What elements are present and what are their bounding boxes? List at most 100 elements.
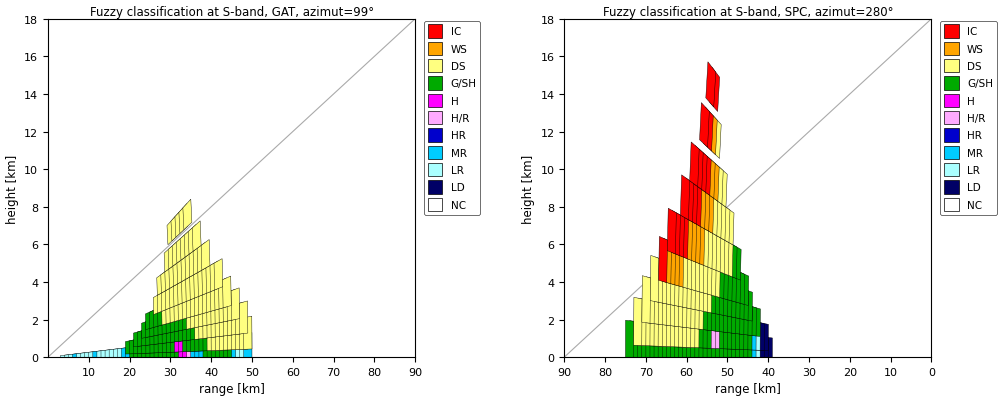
Polygon shape <box>165 266 173 291</box>
Polygon shape <box>154 325 162 344</box>
Polygon shape <box>687 249 696 291</box>
Polygon shape <box>218 292 227 323</box>
Polygon shape <box>186 316 194 340</box>
Polygon shape <box>642 276 650 323</box>
Polygon shape <box>701 153 711 196</box>
Polygon shape <box>686 289 695 329</box>
Polygon shape <box>690 328 699 367</box>
Polygon shape <box>735 334 743 365</box>
Polygon shape <box>190 303 198 329</box>
Polygon shape <box>707 312 715 348</box>
Polygon shape <box>175 209 184 238</box>
Polygon shape <box>223 320 231 350</box>
Polygon shape <box>703 312 711 348</box>
Polygon shape <box>210 282 219 312</box>
Polygon shape <box>203 338 211 364</box>
Polygon shape <box>658 237 667 283</box>
Polygon shape <box>160 269 169 293</box>
Polygon shape <box>715 297 723 332</box>
Polygon shape <box>186 293 194 318</box>
Polygon shape <box>650 256 659 302</box>
Polygon shape <box>662 260 671 305</box>
Polygon shape <box>194 302 202 328</box>
Polygon shape <box>716 236 724 274</box>
Polygon shape <box>198 325 207 351</box>
Polygon shape <box>214 294 223 324</box>
Polygon shape <box>674 326 682 368</box>
Polygon shape <box>206 284 215 313</box>
Polygon shape <box>194 289 202 316</box>
Polygon shape <box>202 312 211 338</box>
Polygon shape <box>684 178 693 223</box>
Polygon shape <box>210 309 219 338</box>
Polygon shape <box>153 307 162 328</box>
Polygon shape <box>699 273 707 312</box>
Polygon shape <box>666 241 675 285</box>
Polygon shape <box>181 255 189 282</box>
Polygon shape <box>658 281 666 325</box>
Polygon shape <box>171 213 180 241</box>
Polygon shape <box>694 310 703 348</box>
Polygon shape <box>699 227 708 267</box>
Polygon shape <box>699 311 707 348</box>
Polygon shape <box>178 296 186 321</box>
Polygon shape <box>667 209 676 254</box>
Polygon shape <box>662 282 670 326</box>
Polygon shape <box>227 305 235 336</box>
Polygon shape <box>153 316 162 336</box>
Polygon shape <box>707 258 716 297</box>
Polygon shape <box>165 302 174 324</box>
Polygon shape <box>182 340 190 363</box>
Polygon shape <box>723 265 732 301</box>
Polygon shape <box>707 330 715 366</box>
Polygon shape <box>239 317 247 350</box>
Polygon shape <box>170 321 178 342</box>
Polygon shape <box>235 318 243 350</box>
Polygon shape <box>178 330 186 352</box>
Polygon shape <box>723 282 732 317</box>
Polygon shape <box>731 285 740 319</box>
Polygon shape <box>174 320 182 342</box>
Polygon shape <box>752 321 761 350</box>
Polygon shape <box>697 150 707 193</box>
Polygon shape <box>167 217 176 245</box>
Polygon shape <box>89 351 97 359</box>
Polygon shape <box>150 344 158 362</box>
Polygon shape <box>687 220 696 263</box>
Polygon shape <box>174 309 182 332</box>
Polygon shape <box>243 316 252 349</box>
Polygon shape <box>709 68 719 112</box>
Polygon shape <box>182 294 190 320</box>
Polygon shape <box>715 262 724 299</box>
Polygon shape <box>715 314 723 349</box>
Polygon shape <box>231 319 239 350</box>
Polygon shape <box>215 336 223 365</box>
Polygon shape <box>80 352 89 359</box>
Polygon shape <box>708 231 716 271</box>
Polygon shape <box>671 211 680 256</box>
Polygon shape <box>189 273 198 300</box>
Polygon shape <box>170 331 178 352</box>
Polygon shape <box>711 116 721 159</box>
Polygon shape <box>153 293 161 315</box>
Polygon shape <box>641 322 650 369</box>
Polygon shape <box>711 278 720 315</box>
Polygon shape <box>757 336 765 365</box>
Title: Fuzzy classification at S-band, GAT, azimut=99°: Fuzzy classification at S-band, GAT, azi… <box>89 6 374 18</box>
Polygon shape <box>194 338 203 363</box>
Polygon shape <box>207 337 215 364</box>
Polygon shape <box>197 243 206 273</box>
Polygon shape <box>761 337 769 364</box>
Polygon shape <box>699 103 709 148</box>
Polygon shape <box>646 300 654 346</box>
Polygon shape <box>752 336 761 365</box>
Polygon shape <box>219 307 227 337</box>
Polygon shape <box>633 298 642 346</box>
X-axis label: range [km]: range [km] <box>715 383 781 395</box>
Polygon shape <box>699 255 708 294</box>
Polygon shape <box>707 112 717 155</box>
Polygon shape <box>699 292 707 330</box>
Polygon shape <box>161 303 170 325</box>
Polygon shape <box>145 328 154 346</box>
Polygon shape <box>162 333 170 353</box>
